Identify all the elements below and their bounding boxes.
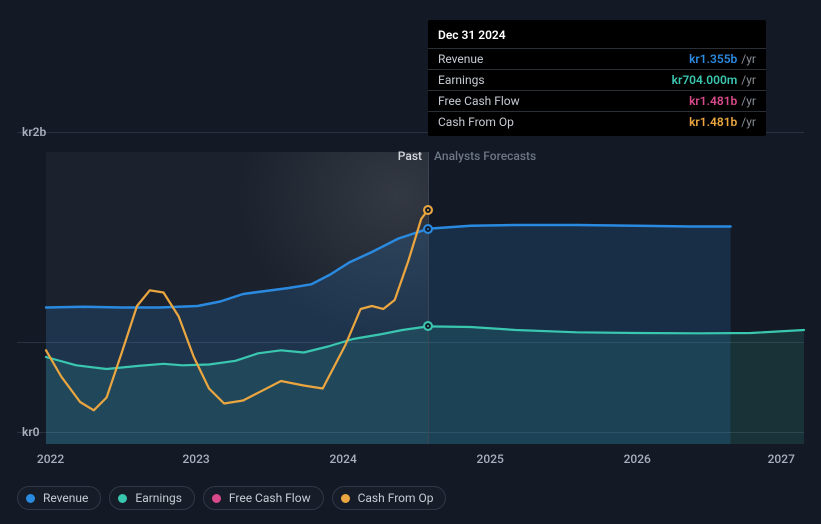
legend-label: Earnings	[135, 491, 182, 505]
tooltip-row-value: kr1.481b/yr	[689, 115, 756, 129]
x-axis-label: 2023	[182, 452, 209, 466]
x-axis-label: 2022	[37, 452, 64, 466]
x-axis-label: 2024	[329, 452, 356, 466]
past-forecast-divider	[428, 152, 429, 444]
tooltip-date: Dec 31 2024	[428, 26, 766, 48]
section-label-past: Past	[398, 149, 422, 163]
tooltip-row-label: Free Cash Flow	[438, 94, 520, 108]
x-axis-label: 2025	[477, 452, 504, 466]
legend-swatch	[341, 494, 350, 503]
cash_from_op-marker	[423, 205, 433, 215]
legend-item-earnings[interactable]: Earnings	[109, 486, 195, 510]
tooltip-row-value: kr1.481b/yr	[689, 94, 756, 108]
legend-label: Free Cash Flow	[229, 491, 311, 505]
tooltip-row: Free Cash Flow kr1.481b/yr	[428, 90, 766, 111]
legend-swatch	[26, 494, 35, 503]
tooltip-row-label: Earnings	[438, 73, 485, 87]
tooltip-row-value: kr704.000m/yr	[672, 73, 756, 87]
x-axis-label: 2026	[624, 452, 651, 466]
legend-item-cash-from-op[interactable]: Cash From Op	[332, 486, 447, 510]
legend-swatch	[212, 494, 221, 503]
y-axis-label: kr0	[22, 425, 40, 439]
tooltip-row: Cash From Op kr1.481b/yr	[428, 111, 766, 132]
revenue-marker	[423, 224, 433, 234]
legend-swatch	[118, 494, 127, 503]
section-label-forecast: Analysts Forecasts	[434, 149, 536, 163]
tooltip-row: Earnings kr704.000m/yr	[428, 69, 766, 90]
legend-label: Revenue	[43, 491, 88, 505]
tooltip-row: Revenue kr1.355b/yr	[428, 48, 766, 69]
legend-item-free-cash-flow[interactable]: Free Cash Flow	[203, 486, 324, 510]
chart-legend: Revenue Earnings Free Cash Flow Cash From O…	[17, 486, 446, 510]
x-axis-label: 2027	[768, 452, 795, 466]
tooltip-row-label: Cash From Op	[438, 115, 514, 129]
earnings-marker	[423, 321, 433, 331]
legend-item-revenue[interactable]: Revenue	[17, 486, 101, 510]
chart-tooltip: Dec 31 2024 Revenue kr1.355b/yr Earnings kr…	[428, 20, 766, 136]
tooltip-row-value: kr1.355b/yr	[689, 52, 756, 66]
y-axis-label: kr2b	[22, 125, 46, 139]
legend-label: Cash From Op	[358, 491, 434, 505]
tooltip-row-label: Revenue	[438, 52, 483, 66]
